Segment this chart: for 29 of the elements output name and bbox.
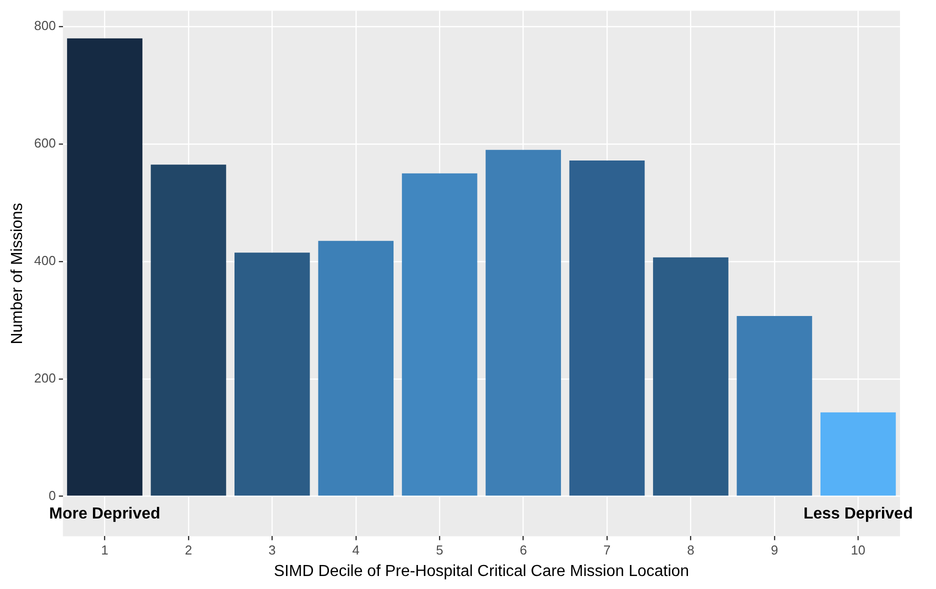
bar bbox=[736, 316, 812, 496]
bar bbox=[569, 160, 645, 496]
bar bbox=[318, 240, 394, 496]
x-tick-label: 7 bbox=[603, 542, 611, 558]
y-tick-label: 800 bbox=[34, 18, 56, 34]
x-tick-label: 5 bbox=[436, 542, 444, 558]
y-axis-title: Number of Missions bbox=[9, 202, 26, 344]
y-tick-label: 600 bbox=[34, 136, 56, 151]
x-axis-title: SIMD Decile of Pre-Hospital Critical Care Mission Location bbox=[274, 562, 690, 580]
y-tick-label: 400 bbox=[34, 253, 56, 268]
bar bbox=[402, 173, 478, 496]
bar bbox=[67, 38, 142, 496]
x-tick-label: 3 bbox=[268, 542, 276, 558]
x-tick-label: 4 bbox=[352, 542, 360, 558]
x-tick-label: 2 bbox=[184, 542, 192, 558]
x-tick-label: 10 bbox=[850, 542, 866, 558]
annotation: More Deprived bbox=[49, 506, 160, 523]
y-tick-label: 0 bbox=[48, 488, 56, 503]
x-tick-label: 9 bbox=[770, 542, 778, 558]
bar bbox=[486, 150, 561, 496]
bar bbox=[653, 257, 728, 496]
annotation: Less Deprived bbox=[803, 506, 913, 523]
x-tick-label: 8 bbox=[687, 542, 694, 558]
bar bbox=[820, 412, 896, 496]
y-tick-label: 200 bbox=[34, 370, 56, 386]
x-tick-label: 1 bbox=[101, 542, 108, 558]
x-tick-label: 6 bbox=[520, 542, 527, 558]
bar bbox=[234, 252, 310, 496]
bar bbox=[150, 164, 226, 496]
